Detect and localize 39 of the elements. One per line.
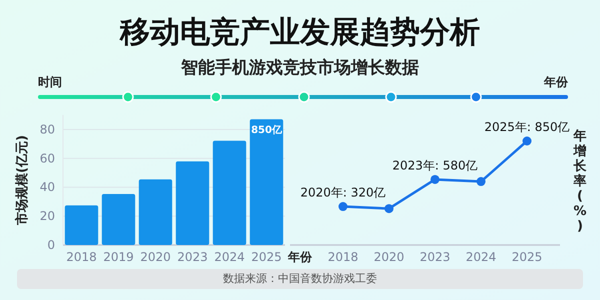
y-tick-label: 0 [47, 238, 55, 252]
bar [250, 119, 284, 245]
point [338, 202, 348, 212]
x-axis-title: 年份 [287, 250, 313, 264]
point [384, 204, 394, 214]
bar [138, 179, 172, 245]
x-tick-label: 2023 [420, 250, 450, 264]
x-tick-label: 2018 [328, 250, 358, 264]
chart-title: 移动电竞产业发展趋势分析 [119, 15, 480, 50]
x-tick-label: 2019 [103, 250, 134, 264]
annotation: 2020年: 320亿 [300, 186, 386, 200]
x-tick-label: 2020 [374, 250, 404, 264]
y-tick-label: 60 [40, 151, 55, 166]
y-tick-label: 20 [40, 209, 55, 224]
x-tick-label: 2018 [66, 250, 97, 264]
y-tick-label: 40 [40, 180, 55, 194]
x-tick-label: 2025 [251, 250, 282, 264]
annotation: 2025年: 850亿 [484, 120, 570, 134]
y-axis-title: 市场规模(亿元) [14, 135, 30, 226]
x-tick-label: 2023 [177, 250, 208, 264]
annotation: 850亿 [251, 124, 283, 136]
bar [102, 194, 136, 245]
point [430, 174, 440, 184]
y-tick-label: 80 [40, 122, 55, 136]
chart-subtitle: 智能手机游戏竞技市场增长数据 [180, 58, 419, 78]
y-axis-title: 年增长率(%) [572, 129, 588, 234]
source-note: 数据来源：中国音数协游戏工委 [223, 272, 377, 285]
x-tick-label: 2024 [466, 250, 496, 264]
x-tick-label: 2024 [214, 250, 245, 264]
point [522, 136, 532, 146]
text: 时间 [38, 75, 62, 89]
text: 年份 [543, 75, 569, 89]
bar [64, 205, 98, 245]
x-tick-label: 2025 [512, 250, 542, 264]
x-tick-label: 2020 [140, 250, 171, 264]
annotation: 2023年: 580亿 [392, 158, 478, 172]
bar [176, 161, 210, 245]
point [476, 177, 486, 186]
bar [212, 140, 246, 245]
